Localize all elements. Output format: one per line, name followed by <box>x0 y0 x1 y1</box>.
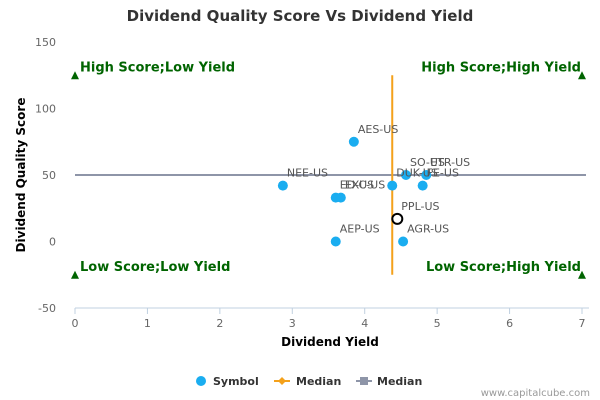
chart-title: Dividend Quality Score Vs Dividend Yield <box>127 7 474 25</box>
y-tick-label: 150 <box>35 36 56 49</box>
quadrant-marker-top-right <box>578 71 586 80</box>
highlight-point <box>391 212 404 225</box>
y-tick-label: 100 <box>35 103 56 116</box>
legend-item-symbol[interactable]: Symbol <box>196 375 259 388</box>
x-tick-label: 1 <box>144 317 151 330</box>
x-tick-labels: 0 1 2 3 4 5 6 7 <box>72 317 586 330</box>
data-point-label: EXC-US <box>345 179 385 192</box>
quadrant-label-bottom-left: Low Score;Low Yield <box>80 260 230 275</box>
data-point <box>387 180 398 191</box>
x-axis-title: Dividend Yield <box>281 335 379 349</box>
data-point-label: AGR-US <box>407 223 449 236</box>
y-tick-label: 50 <box>42 169 56 182</box>
data-point-label: DUK-US <box>396 167 438 180</box>
x-tick-label: 4 <box>361 317 368 330</box>
data-point-label: SO-US <box>410 156 445 169</box>
quadrant-label-bottom-right: Low Score;High Yield <box>426 260 581 275</box>
quadrant-marker-bottom-right <box>578 270 586 279</box>
y-axis-title: Dividend Quality Score <box>14 98 28 253</box>
quadrant-labels: High Score;Low Yield High Score;High Yiel… <box>71 60 586 279</box>
y-tick-label: -50 <box>38 302 56 315</box>
data-point <box>421 170 432 180</box>
highlight-point-label: PPL-US <box>401 200 439 213</box>
legend-y-median-marker <box>360 377 368 385</box>
data-point <box>330 236 341 247</box>
quadrant-label-top-right: High Score;High Yield <box>421 60 581 75</box>
x-tick-marks <box>74 308 583 314</box>
data-point <box>277 180 288 191</box>
data-point-label: ETR-US <box>430 156 470 169</box>
legend-x-median-marker <box>278 377 286 385</box>
quadrant-marker-bottom-left <box>71 270 79 279</box>
data-point <box>335 192 346 203</box>
quadrant-label-top-left: High Score;Low Yield <box>80 60 235 75</box>
x-tick-label: 2 <box>216 317 223 330</box>
legend-item-x-median[interactable]: Median <box>274 375 341 388</box>
data-point <box>417 180 428 191</box>
x-tick-label: 7 <box>579 317 586 330</box>
x-tick-label: 3 <box>289 317 296 330</box>
y-tick-labels: -50 0 50 100 150 <box>35 36 56 315</box>
x-tick-label: 0 <box>72 317 79 330</box>
legend-x-median-label: Median <box>296 375 341 388</box>
credit-text[interactable]: www.capitalcube.com <box>481 388 590 399</box>
x-tick-label: 5 <box>434 317 441 330</box>
data-point <box>348 136 359 147</box>
legend-symbol-marker <box>196 376 206 386</box>
legend-item-y-median[interactable]: Median <box>356 375 422 388</box>
legend-symbol-label: Symbol <box>213 375 259 388</box>
quadrant-marker-top-left <box>71 71 79 80</box>
x-tick-label: 6 <box>506 317 513 330</box>
y-tick-label: 0 <box>49 236 56 249</box>
legend: Symbol Median Median <box>196 375 422 388</box>
data-point-label: NEE-US <box>287 167 328 180</box>
data-point-label: FE-US <box>427 167 459 180</box>
data-point-label: AEP-US <box>340 223 380 236</box>
data-point <box>398 236 409 247</box>
data-point-label: AES-US <box>358 123 398 136</box>
legend-y-median-label: Median <box>377 375 422 388</box>
data-point-label: ED-US <box>340 179 374 192</box>
data-point <box>400 170 411 180</box>
